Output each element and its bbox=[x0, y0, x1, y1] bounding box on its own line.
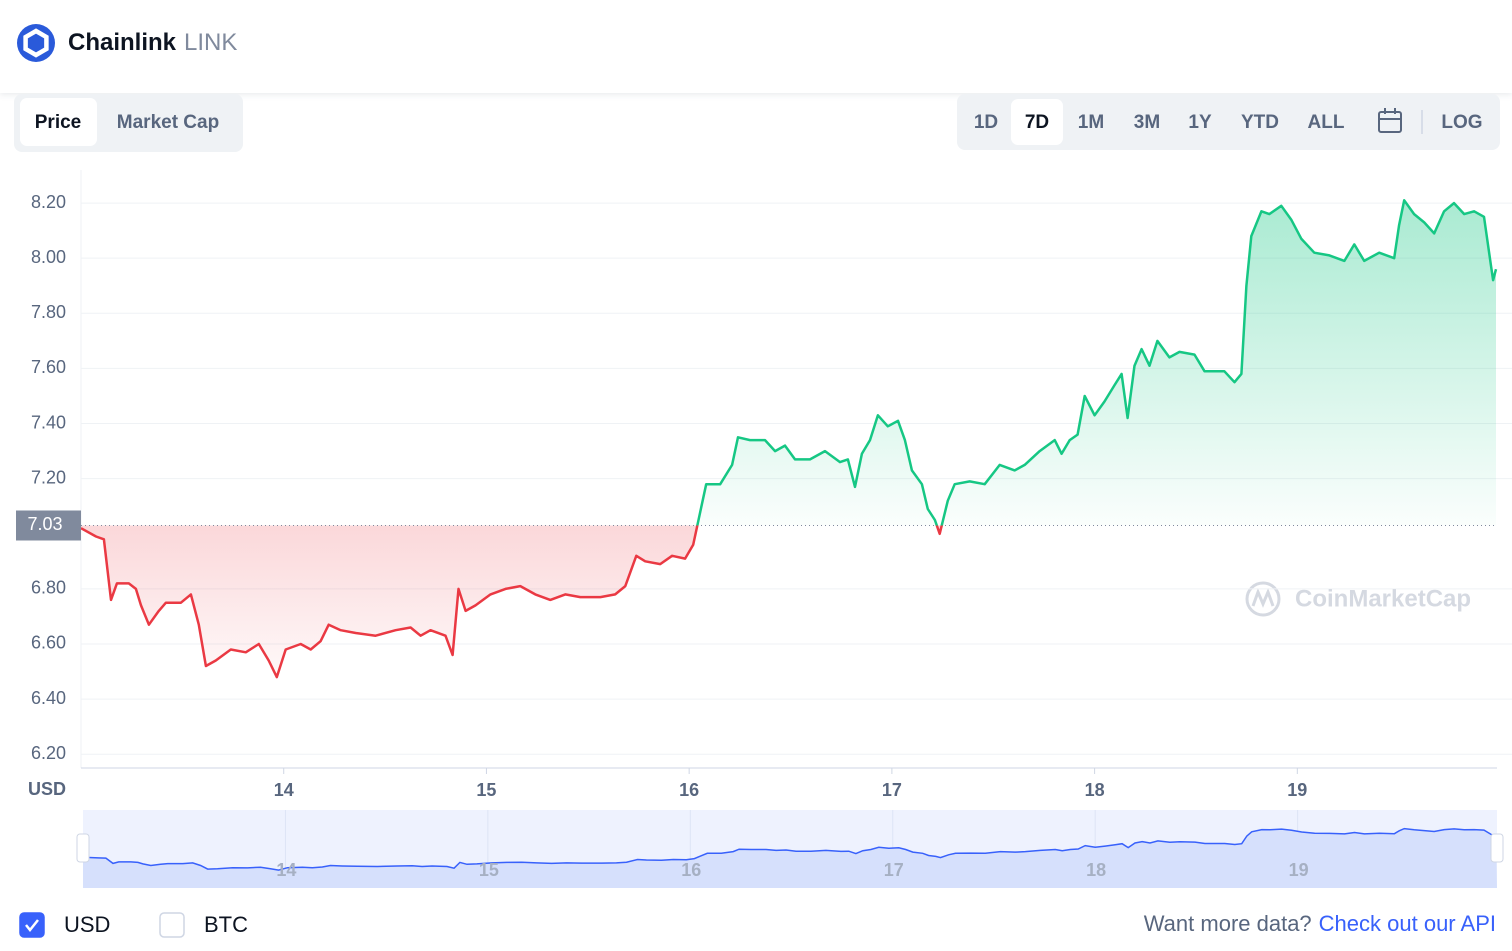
log-button[interactable]: LOG bbox=[1441, 112, 1482, 133]
range-button[interactable]: 1D bbox=[974, 112, 998, 133]
navigator-handle[interactable] bbox=[76, 833, 90, 863]
navigator-handle[interactable] bbox=[1490, 833, 1504, 863]
range-button[interactable]: 1Y bbox=[1188, 112, 1212, 133]
navigator-tick-label: 18 bbox=[1086, 860, 1106, 880]
coin-symbol: LINK bbox=[184, 29, 237, 56]
y-tick-label: 6.40 bbox=[31, 688, 66, 708]
navigator-tick-label: 17 bbox=[884, 860, 904, 880]
y-tick-label: 6.60 bbox=[31, 633, 66, 653]
calendar-icon[interactable] bbox=[1378, 108, 1402, 133]
navigator-area bbox=[83, 828, 1497, 888]
x-tick-label: 18 bbox=[1085, 780, 1105, 800]
y-tick-label: 6.20 bbox=[31, 743, 66, 763]
y-tick-label: 8.20 bbox=[31, 192, 66, 212]
checkbox-label: BTC bbox=[204, 912, 248, 937]
checkbox-label: USD bbox=[64, 912, 110, 937]
y-tick-label: 7.40 bbox=[31, 412, 66, 432]
checkbox[interactable] bbox=[159, 912, 185, 938]
x-tick-label: 15 bbox=[476, 780, 496, 800]
range-button[interactable]: 3M bbox=[1134, 112, 1160, 133]
price-area bbox=[81, 200, 1496, 678]
x-tick-label: 16 bbox=[679, 780, 699, 800]
checkbox[interactable] bbox=[19, 912, 45, 938]
range-selected-bg bbox=[1011, 99, 1063, 145]
y-tick-label: 6.80 bbox=[31, 578, 66, 598]
tab[interactable]: Market Cap bbox=[117, 112, 219, 133]
navigator-line bbox=[82, 827, 1497, 871]
x-tick-label: 17 bbox=[882, 780, 902, 800]
api-link[interactable]: Check out our API bbox=[1319, 911, 1496, 936]
y-tick-label: 7.80 bbox=[31, 302, 66, 322]
api-prompt: Want more data? bbox=[1144, 911, 1312, 936]
logo bbox=[17, 24, 55, 62]
range-button[interactable]: YTD bbox=[1241, 112, 1279, 133]
checkmark bbox=[25, 919, 39, 933]
y-axis-label: USD bbox=[28, 779, 66, 799]
price-line bbox=[80, 199, 1498, 679]
navigator-tick-label: 16 bbox=[681, 860, 701, 880]
range-button[interactable]: 1M bbox=[1078, 112, 1104, 133]
coin-title: Chainlink LINK bbox=[68, 29, 237, 56]
navigator-tick-label: 19 bbox=[1289, 860, 1309, 880]
range-group bbox=[957, 94, 1500, 150]
range-button[interactable]: 7D bbox=[1025, 112, 1049, 133]
header-bar bbox=[0, 0, 1512, 93]
x-tick-label: 19 bbox=[1287, 780, 1307, 800]
watermark-text: CoinMarketCap bbox=[1295, 585, 1471, 612]
tab-selected-bg bbox=[20, 98, 97, 146]
y-tick-label: 7.60 bbox=[31, 357, 66, 377]
x-tick-label: 14 bbox=[274, 780, 294, 800]
y-tick-label: 8.00 bbox=[31, 247, 66, 267]
watermark-logo bbox=[1245, 581, 1281, 617]
coin-name: Chainlink bbox=[68, 29, 177, 56]
tab[interactable]: Price bbox=[35, 112, 81, 133]
navigator-tick-label: 14 bbox=[276, 860, 296, 880]
navigator-tick-label: 15 bbox=[479, 860, 499, 880]
y-tick-label: 7.20 bbox=[31, 467, 66, 487]
baseline-label-bg bbox=[16, 510, 81, 541]
baseline-label: 7.03 bbox=[27, 514, 62, 534]
range-button[interactable]: ALL bbox=[1308, 112, 1345, 133]
